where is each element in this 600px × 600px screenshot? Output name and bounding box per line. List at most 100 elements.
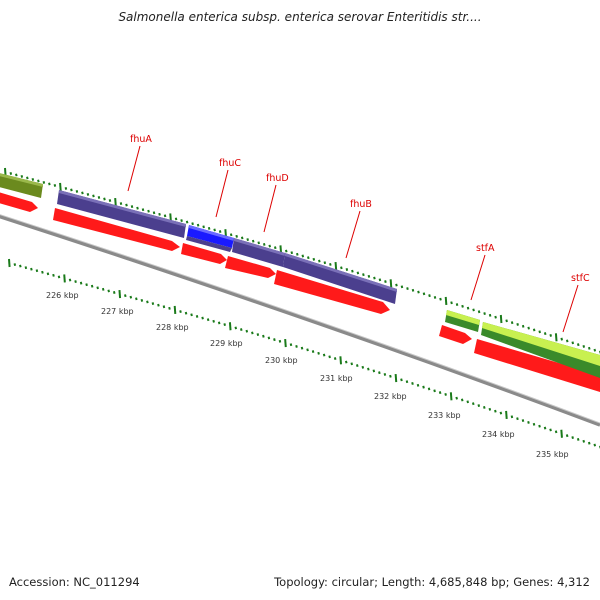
gene-label-fhuB[interactable]: fhuB [350, 199, 372, 210]
gene-label-fhuC[interactable]: fhuC [219, 158, 241, 169]
minor-tick [107, 289, 110, 293]
gene-block-fhuD[interactable] [186, 236, 232, 252]
minor-tick [229, 233, 233, 237]
gene-block-fhuB[interactable] [283, 253, 397, 304]
minor-tick [267, 336, 271, 340]
minor-tick [582, 439, 586, 443]
minor-tick [499, 411, 503, 415]
minor-tick [96, 286, 99, 290]
genome-summary: Topology: circular; Length: 4,685,848 bp… [274, 575, 590, 589]
minor-tick [439, 297, 442, 301]
minor-tick [240, 236, 244, 240]
minor-tick [307, 256, 310, 260]
minor-tick [417, 290, 420, 294]
minor-tick [19, 264, 22, 268]
gene-labels: fhuA fhuC fhuD fhuB stfA stfC [127, 134, 590, 333]
major-tick [228, 322, 232, 331]
cds-arrow[interactable] [274, 270, 390, 314]
minor-tick [538, 330, 541, 334]
gene-label-stfC[interactable]: stfC [571, 273, 590, 284]
minor-tick [543, 426, 547, 430]
cds-arrow[interactable] [225, 256, 276, 278]
minor-tick [345, 268, 349, 271]
minor-tick [350, 362, 354, 366]
major-tick [284, 338, 287, 348]
minor-tick [576, 343, 580, 347]
minor-tick [179, 310, 182, 314]
gene-label-stfA[interactable]: stfA [476, 243, 495, 254]
minor-tick [571, 436, 574, 439]
major-tick [8, 258, 11, 268]
minor-tick [312, 257, 316, 261]
minor-tick [300, 346, 304, 350]
minor-tick [554, 430, 558, 434]
minor-tick [593, 348, 597, 352]
accession-text: Accession: NC_011294 [9, 575, 140, 589]
minor-tick [79, 281, 83, 285]
minor-tick [373, 276, 376, 280]
minor-tick [290, 251, 294, 255]
minor-tick [411, 382, 414, 385]
minor-tick [389, 374, 392, 378]
minor-tick [466, 306, 470, 310]
minor-tick [383, 373, 387, 376]
gene-label-fhuA[interactable]: fhuA [130, 134, 152, 145]
minor-tick [461, 304, 464, 308]
minor-tick [285, 249, 288, 253]
minor-tick [593, 443, 597, 447]
minor-tick [378, 371, 381, 375]
minor-tick [538, 424, 541, 428]
minor-tick [174, 217, 178, 221]
minor-tick [306, 348, 309, 352]
minor-tick [46, 272, 50, 276]
minor-tick [223, 323, 226, 327]
gene-block-olive[interactable] [0, 172, 43, 198]
gene-label-fhuD[interactable]: fhuD [266, 173, 289, 184]
minor-tick [136, 206, 139, 210]
minor-tick [257, 241, 260, 245]
minor-tick [455, 396, 458, 400]
minor-tick [31, 178, 35, 181]
major-tick [554, 333, 558, 342]
minor-tick [361, 365, 365, 369]
minor-tick [351, 269, 354, 273]
minor-tick [406, 287, 409, 291]
kbp-label: 227 kbp [101, 307, 134, 316]
gene-block-fhuD-cont[interactable] [232, 238, 285, 267]
minor-tick [74, 280, 77, 284]
minor-tick [9, 172, 13, 175]
minor-tick [494, 409, 497, 413]
minor-tick [549, 334, 552, 337]
minor-tick [422, 292, 426, 296]
minor-tick [119, 202, 123, 206]
minor-tick [510, 321, 514, 325]
minor-tick [151, 302, 155, 306]
minor-tick [251, 239, 255, 243]
kbp-label: 228 kbp [156, 323, 189, 332]
minor-tick [245, 329, 249, 333]
minor-tick [234, 326, 238, 330]
minor-tick [273, 246, 277, 250]
major-tick [560, 429, 563, 438]
cds-arrow[interactable] [53, 208, 180, 251]
cds-arrow[interactable] [181, 243, 227, 264]
minor-tick [162, 305, 166, 309]
minor-tick [433, 389, 436, 393]
major-tick [173, 305, 177, 315]
minor-tick [565, 434, 569, 438]
minor-tick [15, 173, 18, 177]
minor-tick [356, 364, 359, 368]
minor-tick [268, 244, 272, 248]
gene-block-fhuA[interactable] [57, 190, 186, 238]
minor-tick [26, 176, 29, 180]
minor-tick [378, 278, 382, 282]
cds-arrow[interactable] [474, 339, 600, 392]
cds-arrow[interactable] [0, 191, 38, 212]
minor-tick [262, 334, 265, 338]
minor-tick [240, 328, 243, 332]
cds-arrow[interactable] [439, 325, 472, 344]
minor-tick [13, 263, 17, 266]
minor-tick [140, 298, 144, 302]
minor-tick [444, 393, 447, 396]
